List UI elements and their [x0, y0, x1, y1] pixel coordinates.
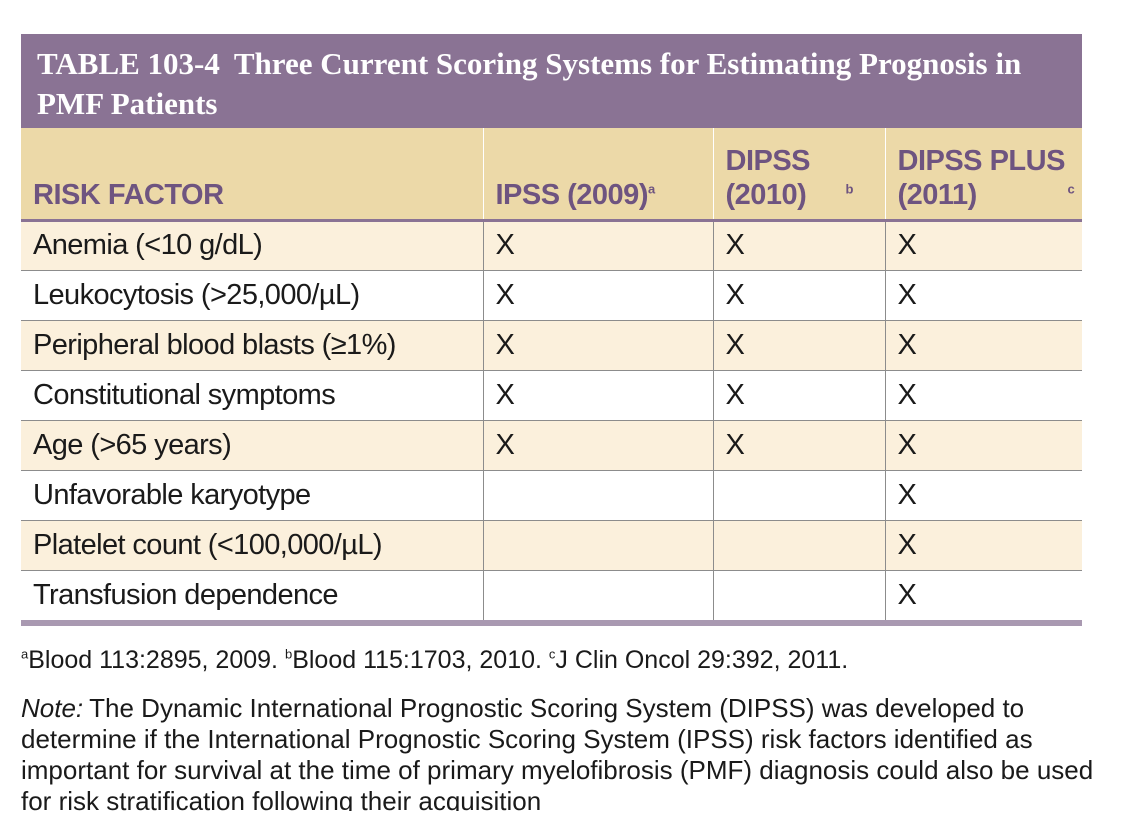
footnote-a: Blood 113:2895, 2009.	[28, 646, 278, 674]
cell-dipss-plus: X	[884, 270, 1082, 321]
table-row: Age (>65 years) X X X	[21, 420, 1082, 471]
cell-dipss-plus: X	[884, 320, 1082, 371]
cell-risk-factor: Transfusion dependence	[21, 570, 483, 620]
header-risk-factor: RISK FACTOR	[21, 128, 483, 220]
cell-dipss-plus: X	[884, 420, 1082, 471]
cell-risk-factor: Platelet count (<100,000/µL)	[21, 520, 483, 571]
table-row: Anemia (<10 g/dL) X X X	[21, 220, 1082, 271]
cell-ipss	[482, 520, 713, 571]
table-row: Peripheral blood blasts (≥1%) X X X	[21, 320, 1082, 371]
cell-ipss: X	[482, 320, 713, 371]
table-row: Transfusion dependence X	[21, 570, 1082, 620]
cell-dipss-plus: X	[884, 370, 1082, 421]
cell-risk-factor: Unfavorable karyotype	[21, 470, 483, 521]
cell-dipss: X	[712, 320, 885, 371]
cell-ipss: X	[482, 270, 713, 321]
header-ipss: IPSS (2009)a	[482, 128, 713, 220]
cell-ipss: X	[482, 220, 713, 271]
cell-dipss	[712, 520, 885, 571]
table-row: Unfavorable karyotype X	[21, 470, 1082, 521]
table-number: TABLE 103-4	[37, 46, 220, 81]
cell-dipss-plus: X	[884, 570, 1082, 620]
cell-dipss	[712, 570, 885, 620]
cell-ipss	[482, 470, 713, 521]
cell-risk-factor: Anemia (<10 g/dL)	[21, 220, 483, 271]
footnotes: aBlood 113:2895, 2009. bBlood 115:1703, …	[21, 646, 849, 674]
table-row: Constitutional symptoms X X X	[21, 370, 1082, 421]
cell-ipss	[482, 570, 713, 620]
cell-dipss: X	[712, 220, 885, 271]
cell-dipss	[712, 470, 885, 521]
note-label: Note:	[21, 693, 84, 723]
cell-risk-factor: Leukocytosis (>25,000/µL)	[21, 270, 483, 321]
table-container: TABLE 103-4 Three Current Scoring Systems…	[21, 34, 1082, 626]
cell-dipss-plus: X	[884, 520, 1082, 571]
table-title-text: Three Current Scoring Systems for Estima…	[37, 46, 1022, 121]
header-row: RISK FACTOR IPSS (2009)a DIPSS (2010) b D…	[21, 128, 1082, 220]
cell-dipss: X	[712, 420, 885, 471]
footnote-c: J Clin Oncol 29:392, 2011.	[555, 646, 849, 674]
risk-factor-table: RISK FACTOR IPSS (2009)a DIPSS (2010) b D…	[21, 128, 1082, 620]
cell-risk-factor: Constitutional symptoms	[21, 370, 483, 421]
table-bottom-rule	[21, 620, 1082, 626]
cell-dipss: X	[712, 270, 885, 321]
cell-dipss-plus: X	[884, 220, 1082, 271]
cell-dipss-plus: X	[884, 470, 1082, 521]
note-paragraph: Note: The Dynamic International Prognosti…	[21, 693, 1101, 811]
footnote-b: Blood 115:1703, 2010.	[292, 646, 542, 674]
table-row: Leukocytosis (>25,000/µL) X X X	[21, 270, 1082, 321]
cell-risk-factor: Age (>65 years)	[21, 420, 483, 471]
header-dipss-plus: DIPSS PLUS (2011) c	[884, 128, 1082, 220]
table-title: TABLE 103-4 Three Current Scoring Systems…	[21, 34, 1082, 128]
note-text: The Dynamic International Prognostic Sco…	[21, 693, 1094, 811]
cell-risk-factor: Peripheral blood blasts (≥1%)	[21, 320, 483, 371]
table-row: Platelet count (<100,000/µL) X	[21, 520, 1082, 571]
cell-ipss: X	[482, 370, 713, 421]
cell-ipss: X	[482, 420, 713, 471]
header-dipss: DIPSS (2010) b	[712, 128, 885, 220]
cell-dipss: X	[712, 370, 885, 421]
